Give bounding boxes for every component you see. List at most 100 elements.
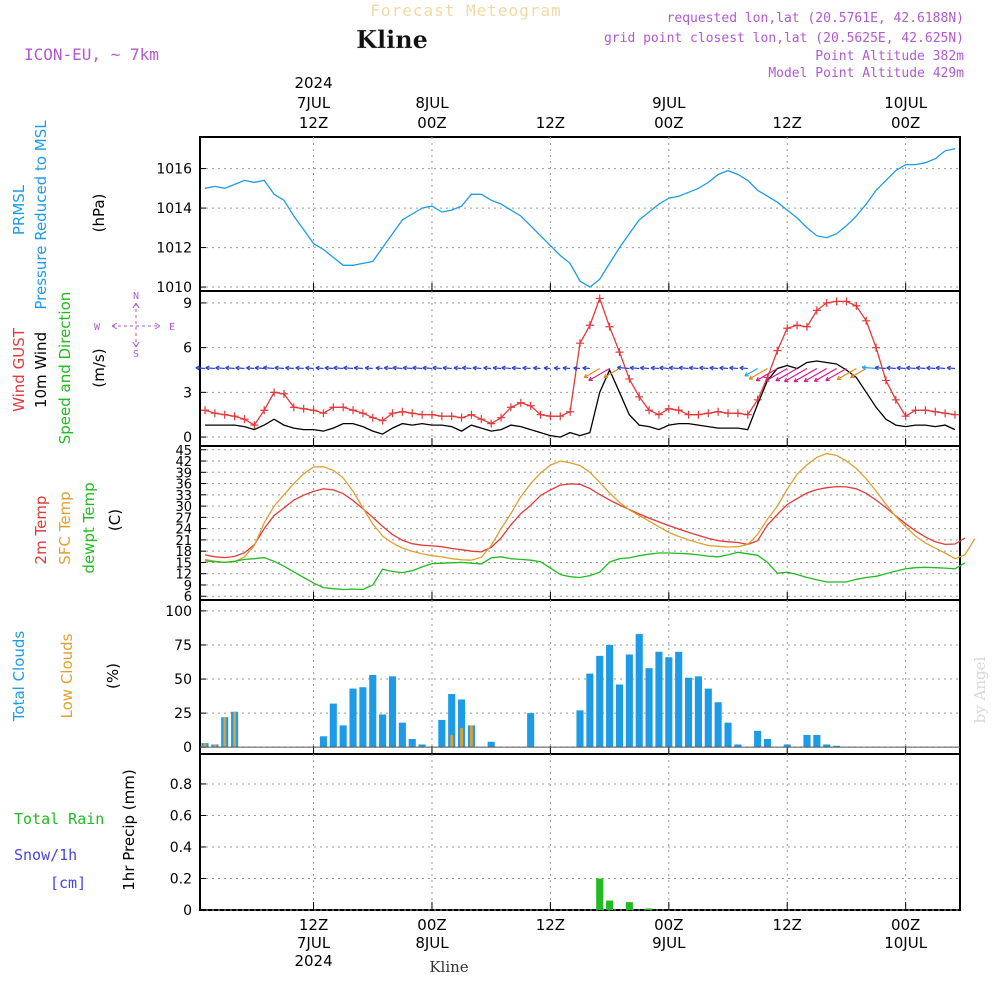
y-tick-label: 18: [175, 545, 192, 560]
y-tick-label: 1012: [156, 241, 192, 257]
gust-marker: [487, 419, 496, 428]
gust-marker: [753, 395, 762, 404]
wind-arrowhead: [573, 365, 578, 371]
bar: [606, 900, 614, 910]
gust-marker: [645, 406, 654, 415]
clouds-panel: 0 25 50 75 100: [165, 599, 961, 756]
gust-marker: [842, 297, 851, 306]
footer-location: Kline: [429, 958, 468, 976]
sfc-temp-label: SFC Temp: [56, 491, 74, 564]
time-axis-bottom-label: 00Z: [654, 916, 683, 934]
wind-arrow: [906, 367, 916, 370]
gust-marker: [951, 410, 959, 419]
y-tick-label: 24: [175, 523, 192, 538]
dewpt-temp-label: dewpt Temp: [80, 482, 98, 573]
wind-arrow: [305, 367, 314, 370]
bar: [576, 710, 584, 748]
wind-arrow: [689, 367, 699, 370]
wind-arrow: [285, 367, 294, 370]
y-tick-label: 27: [175, 511, 192, 526]
wind-arrow: [354, 367, 363, 370]
compass-south: S: [133, 349, 139, 360]
bar: [724, 722, 732, 748]
wind-arrowhead: [755, 376, 761, 382]
bar: [349, 688, 357, 748]
time-axis-bottom-label: 10JUL: [884, 934, 927, 952]
wind-arrow: [803, 367, 828, 383]
bar: [625, 654, 633, 748]
y-tick-label: 100: [165, 604, 192, 620]
wind-arrow: [935, 367, 946, 370]
wind-arrowhead: [906, 365, 911, 371]
temp-2m-label: 2m Temp: [32, 496, 50, 565]
bar: [418, 744, 426, 748]
wind-arrowhead: [562, 365, 567, 371]
gust-marker: [368, 413, 377, 422]
series-line: [204, 483, 966, 559]
wind-arrowhead: [617, 365, 622, 371]
series-line: [204, 296, 956, 426]
bar: [388, 676, 397, 748]
y-tick-label: 0.4: [170, 840, 192, 856]
series-line: [204, 452, 976, 564]
wind-arrow: [729, 367, 738, 370]
wind-arrowhead: [432, 365, 437, 371]
wind-arrow: [501, 367, 511, 370]
forecast-meteogram-title: Forecast Meteogram: [370, 1, 561, 20]
time-axis-top-label: 00Z: [654, 114, 683, 132]
wind-arrow: [850, 367, 867, 379]
wind-arrowhead: [739, 365, 744, 371]
wind-arrowhead: [375, 365, 380, 371]
wind-arrow: [825, 367, 847, 382]
clouds-unit-label: (%): [104, 663, 122, 689]
gust-marker: [467, 410, 476, 419]
bar: [450, 734, 454, 748]
wind-arrowhead: [803, 377, 809, 383]
wind-panel: 0 3 6 9: [183, 290, 961, 447]
location-title: Kline: [356, 25, 428, 54]
wind-arrow: [946, 367, 956, 370]
gust-marker: [240, 415, 249, 424]
gust-marker: [319, 409, 328, 418]
y-tick-label: 0.2: [170, 871, 192, 887]
wind-arrow: [617, 366, 630, 370]
bar: [734, 744, 742, 748]
grid-point-coords: grid point closest lon,lat (20.5625E, 42…: [604, 31, 964, 46]
wind-arrowhead: [874, 365, 880, 371]
wind-arrowhead: [343, 365, 348, 371]
wind-arrowhead: [412, 365, 417, 371]
time-axis-bottom-label: 7JUL: [297, 934, 331, 952]
series-line: [204, 148, 956, 288]
wind-arrow: [765, 367, 788, 382]
gust-marker: [704, 409, 713, 418]
gust-marker: [477, 415, 486, 424]
gust-marker: [595, 294, 604, 303]
gust-marker: [566, 407, 575, 416]
bar: [645, 908, 653, 910]
compass-arrowheads: [111, 302, 161, 348]
wind-arrow: [235, 367, 245, 370]
snow-label: Snow/1h: [14, 846, 77, 864]
wind-arrowhead: [315, 365, 320, 371]
y-tick-label: 15: [175, 556, 192, 571]
wind-arrowhead: [553, 365, 559, 371]
time-axis-top: 2024 7JUL 12Z 8JUL 00Z 12Z 9JUL 00Z 12Z 10JUL 00Z: [294, 74, 927, 132]
wind-arrow: [462, 367, 472, 370]
gust-marker: [872, 343, 881, 352]
gust-marker: [793, 321, 802, 330]
wind-arrowhead: [262, 365, 268, 371]
bar: [398, 722, 406, 748]
bar: [329, 703, 337, 748]
wind-arrowhead: [333, 365, 338, 371]
wind-arrow: [324, 367, 334, 370]
bar: [783, 744, 791, 748]
wind-arrow: [403, 367, 413, 370]
wind-arrowhead: [225, 365, 230, 371]
time-axis-bottom-label: 2024: [294, 952, 332, 970]
bar: [438, 719, 446, 748]
time-axis-bottom-label: 9JUL: [652, 934, 686, 952]
wind-gust-label: Wind GUST: [10, 327, 28, 412]
wind-arrow: [195, 367, 206, 370]
gust-marker: [941, 409, 950, 418]
wind-arrow: [422, 367, 433, 370]
